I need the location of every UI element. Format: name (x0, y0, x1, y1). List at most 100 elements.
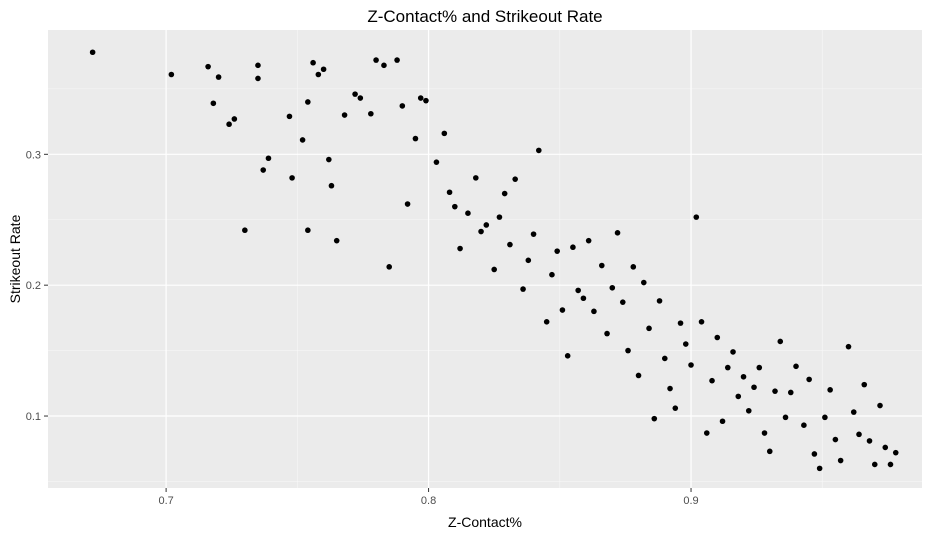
data-point (801, 422, 807, 428)
data-point (714, 334, 721, 341)
x-tick-label: 0.8 (421, 495, 436, 507)
data-point (703, 430, 710, 436)
data-point (315, 71, 322, 78)
data-point (386, 264, 393, 270)
data-point (543, 319, 550, 325)
data-point (604, 330, 610, 337)
y-axis-title: Strikeout Rate (7, 214, 23, 303)
data-point (399, 103, 406, 109)
data-point (877, 402, 883, 409)
axis-ticks: 0.7 0.8 0.9 0.1 0.2 0.3 (26, 149, 699, 507)
data-point (656, 298, 663, 304)
data-point (661, 355, 668, 362)
data-point (761, 430, 768, 436)
data-point (536, 147, 542, 154)
data-point (381, 62, 387, 69)
data-point (525, 257, 532, 264)
data-point (215, 74, 222, 80)
data-point (242, 227, 248, 234)
data-point (210, 100, 217, 107)
data-point (326, 156, 332, 163)
data-point (549, 271, 555, 278)
data-point (614, 230, 621, 236)
data-point (310, 59, 316, 66)
data-point (465, 210, 471, 216)
data-point (299, 137, 306, 143)
data-point (772, 388, 778, 394)
data-point (417, 95, 424, 101)
data-point (433, 159, 440, 165)
data-point (816, 465, 823, 472)
data-point (205, 63, 211, 70)
data-point (575, 287, 581, 294)
data-point (255, 75, 261, 82)
data-point (441, 130, 448, 137)
y-tick-label: 0.2 (26, 280, 41, 292)
data-point (404, 201, 411, 207)
data-point (320, 66, 327, 73)
data-point (559, 307, 566, 313)
data-point (827, 387, 833, 393)
data-point (682, 341, 689, 347)
data-point (730, 349, 736, 355)
data-point (625, 347, 631, 354)
data-point (412, 135, 419, 142)
data-point (640, 279, 647, 286)
data-point (719, 418, 726, 425)
data-point (289, 175, 295, 181)
data-point (260, 167, 267, 173)
data-point (635, 372, 642, 379)
data-point (646, 325, 652, 332)
data-point (394, 57, 400, 63)
data-point (619, 299, 626, 305)
data-point (491, 266, 497, 273)
data-point (751, 384, 757, 391)
data-point (688, 362, 694, 368)
data-point (850, 409, 857, 415)
y-tick-label: 0.1 (26, 411, 41, 423)
data-point (667, 385, 673, 392)
data-point (373, 57, 379, 63)
data-point (564, 353, 571, 359)
data-point (501, 190, 508, 197)
data-point (328, 182, 335, 189)
data-point (478, 228, 484, 235)
data-points (89, 49, 899, 472)
data-point (735, 393, 742, 400)
data-point (782, 414, 789, 421)
data-point (677, 320, 684, 326)
data-point (530, 231, 537, 237)
data-point (305, 227, 311, 234)
data-point (231, 116, 238, 122)
data-point (672, 405, 679, 411)
data-point (496, 214, 503, 220)
data-point (265, 155, 272, 162)
data-point (483, 222, 490, 228)
data-point (811, 451, 818, 457)
x-tick-label: 0.9 (683, 495, 698, 507)
data-point (255, 62, 261, 69)
data-point (357, 95, 364, 101)
data-point (892, 449, 899, 456)
data-point (845, 343, 852, 350)
data-point (787, 389, 794, 396)
data-point (709, 377, 715, 384)
data-point (651, 415, 658, 422)
data-point (333, 237, 340, 244)
plot-panel (48, 30, 922, 488)
data-point (756, 364, 763, 371)
data-point (793, 363, 799, 370)
data-point (554, 248, 560, 254)
x-tick-label: 0.7 (158, 495, 173, 507)
data-point (740, 373, 747, 380)
data-point (89, 49, 96, 56)
data-point (168, 71, 175, 78)
chart-title: Z-Contact% and Strikeout Rate (367, 7, 602, 26)
data-point (861, 381, 868, 388)
data-point (777, 338, 784, 345)
y-tick-label: 0.3 (26, 149, 41, 161)
data-point (423, 97, 429, 104)
data-point (856, 431, 862, 438)
data-point (457, 245, 463, 252)
data-point (585, 237, 592, 244)
